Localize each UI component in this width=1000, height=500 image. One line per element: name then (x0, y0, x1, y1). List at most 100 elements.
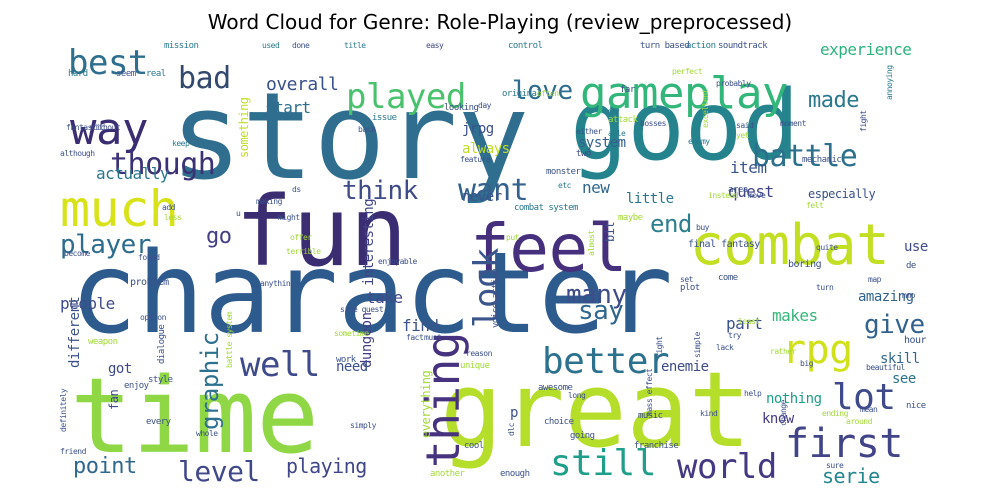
word-bit: bit (603, 221, 617, 242)
word-experience: experience (820, 40, 912, 59)
word-turn-based: turn based (640, 41, 690, 51)
word-least: least (738, 317, 760, 326)
word-back: back (358, 125, 376, 134)
word-people: people (60, 294, 115, 313)
word-definitely: definitely (59, 388, 68, 432)
word-bosses: bosses (640, 119, 666, 128)
word-nothing: nothing (766, 391, 822, 407)
word-mmo: mmo (902, 291, 915, 300)
word-u: u (236, 209, 241, 218)
word-big: big (800, 359, 813, 368)
word-story: story (170, 68, 529, 207)
word-see: see (892, 371, 916, 387)
word-map: map (868, 275, 881, 284)
word-many: many (566, 280, 627, 310)
word-fight: fight (859, 110, 868, 132)
word-especially: especially (808, 187, 876, 201)
word-simple: simple (693, 332, 702, 358)
word-world: world (677, 447, 777, 487)
word-good: good (570, 70, 800, 182)
word-cool: cool (464, 441, 484, 451)
word-skill: skill (880, 351, 920, 367)
word-well: well (240, 345, 320, 385)
word-system: system (578, 135, 626, 151)
word-easy: easy (426, 41, 444, 50)
word-sometime: sometime (334, 329, 369, 338)
word-used: used (262, 41, 280, 50)
word-able: able (608, 129, 626, 138)
word-change: change (779, 400, 788, 426)
word-going: going (570, 431, 595, 441)
word-control: control (508, 41, 543, 51)
word-put: put (506, 233, 519, 242)
word-unique: unique (460, 361, 490, 371)
word-monster: monster (546, 167, 581, 177)
word-fan: fan (107, 389, 121, 410)
word-feature: feature (460, 155, 491, 164)
word-almost: almost (587, 230, 596, 256)
word-probably: probably (716, 79, 751, 88)
word-actually: actually (96, 164, 170, 183)
word-enough: enough (500, 469, 530, 479)
word-buy: buy (696, 223, 709, 232)
word-battle-system: battle system (225, 311, 234, 368)
word-two: two (576, 149, 591, 159)
word-best: best (68, 43, 148, 83)
word-enjoy: enjoy (124, 381, 149, 391)
word-seem: seem (116, 69, 136, 79)
word-player: player (60, 230, 151, 260)
word-perfect: perfect (672, 67, 703, 76)
word-although: although (60, 149, 95, 158)
word-mission: mission (164, 41, 199, 51)
word-quest: quest (728, 182, 774, 201)
word-instead: instead (708, 191, 739, 200)
word-feel: feel (470, 210, 627, 287)
word-original: original (502, 89, 542, 99)
page-title: Word Cloud for Genre: Role-Playing (revi… (207, 10, 793, 34)
word-give: give (864, 310, 925, 340)
word-choice: choice (544, 417, 574, 427)
word-something: something (237, 97, 251, 158)
word-part: part (726, 314, 763, 333)
word-attack: attack (608, 115, 638, 125)
word-start: start (265, 98, 311, 117)
word-hour: hour (904, 335, 927, 346)
word-around: around (846, 417, 872, 426)
word-fun: fun (235, 176, 407, 288)
word-lack: lack (716, 343, 734, 352)
word-music: music (638, 411, 663, 421)
word-excellent: excellent (701, 89, 710, 128)
word-option: option (140, 313, 166, 322)
word-lot: lot (832, 377, 896, 418)
word-kind: kind (700, 409, 718, 418)
word-maybe: maybe (618, 213, 643, 223)
word-need: need (336, 359, 368, 375)
word-jrpg: jrpg (462, 121, 494, 137)
word-soundtrack: soundtrack (718, 41, 768, 51)
word-use: use (904, 239, 928, 255)
word-done: done (292, 41, 310, 50)
word-character: character (70, 229, 673, 359)
word-serie: serie (822, 464, 880, 488)
word-graphic: graphic (196, 332, 224, 430)
word-enemie: enemie (661, 359, 709, 375)
word-franchise: franchise (634, 441, 679, 451)
word-side-quest: side quest (340, 305, 384, 314)
word-playing: playing (286, 454, 367, 478)
word-friend: friend (60, 447, 86, 456)
word-combat-system: combat system (514, 203, 578, 213)
word-hard: hard (68, 69, 88, 79)
word-etc: etc (558, 181, 571, 190)
word-offer: offer (290, 233, 312, 242)
word-help: help (744, 389, 762, 398)
word-style: style (148, 375, 173, 385)
word-dialogue: dialogue (157, 324, 167, 364)
word-dlc: dlc (507, 423, 516, 436)
word-right: right (655, 336, 664, 358)
word-far: far (620, 85, 635, 95)
word-title: title (344, 41, 366, 50)
word-first: first (785, 421, 903, 467)
word-always: always (462, 141, 510, 157)
word-de: de (906, 261, 916, 271)
word-yet: yet (736, 131, 749, 140)
